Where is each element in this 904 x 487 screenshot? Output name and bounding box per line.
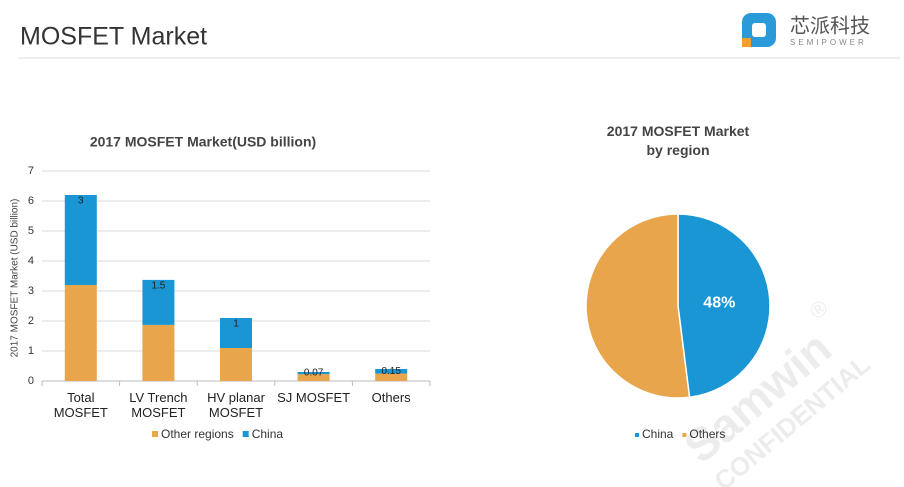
page-title: MOSFET Market (20, 23, 207, 51)
y-tick-label: 3 (28, 285, 34, 297)
y-tick-label: 7 (28, 165, 34, 177)
bar-segment (64, 195, 97, 285)
logo-icon-accent (742, 38, 751, 47)
bar-chart-title: 2017 MOSFET Market(USD billion) (90, 134, 316, 150)
data-label: 0.07 (304, 368, 324, 379)
legend-label: Other regions (161, 427, 234, 441)
legend-swatch (682, 433, 687, 437)
data-label: 48% (703, 295, 735, 312)
bar-segment (220, 348, 252, 381)
data-label: 0.15 (381, 366, 401, 377)
bar-segment (64, 285, 97, 381)
y-axis-label: 2017 MOSFET Market (USD billion) (10, 199, 21, 358)
y-tick-label: 0 (28, 375, 34, 387)
x-tick-label: SJ MOSFET (277, 390, 351, 405)
bar-segment (142, 324, 175, 381)
pie-slice (585, 213, 691, 399)
logo-icon-inner (752, 23, 766, 37)
bar-segment (142, 279, 175, 325)
legend-swatch (635, 433, 639, 437)
x-tick-label: Others (371, 390, 411, 405)
y-tick-label: 6 (28, 195, 34, 207)
data-label: 1.5 (151, 281, 165, 292)
legend-swatch (242, 431, 249, 437)
x-tick-label: HV planar MOSFET (207, 390, 265, 420)
legend-label: China (252, 427, 284, 441)
bar-segment (220, 318, 252, 348)
data-label: 3 (78, 196, 84, 207)
y-tick-label: 5 (28, 225, 34, 237)
bar-segment (297, 372, 330, 375)
x-tick-label: LV Trench MOSFET (129, 390, 188, 420)
x-tick-label: Total MOSFET (53, 390, 108, 420)
y-tick-label: 2 (28, 315, 34, 327)
data-label: 1 (233, 319, 239, 330)
logo-subtext: SEMIPOWER (790, 38, 867, 47)
legend-label: China (642, 427, 674, 441)
logo-text: 芯派科技 (790, 14, 870, 37)
legend-label: Others (689, 427, 725, 441)
bar-segment (375, 373, 408, 381)
legend-swatch (152, 431, 158, 437)
pie-slice (677, 213, 771, 399)
bar-segment (375, 369, 408, 374)
pie-chart-title: 2017 MOSFET Market by region (606, 123, 750, 158)
bar-segment (297, 374, 330, 381)
y-tick-label: 4 (28, 255, 34, 267)
watermark-mark: ® (804, 295, 832, 325)
logo: 芯派科技 SEMIPOWER (742, 13, 870, 47)
y-tick-label: 1 (28, 345, 34, 357)
